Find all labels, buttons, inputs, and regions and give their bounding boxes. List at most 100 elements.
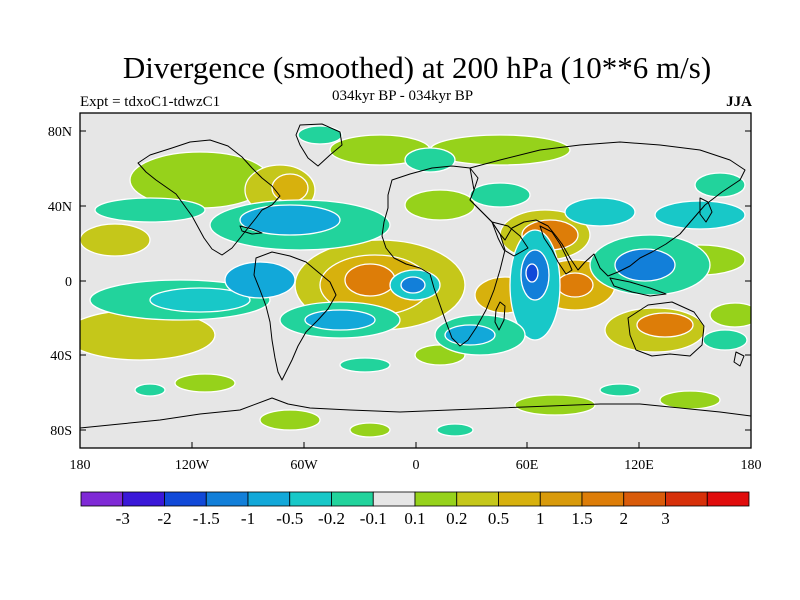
colorbar-label: 1 (536, 509, 545, 528)
lat-label: 80S (50, 424, 72, 439)
colorbar-label: -2 (157, 509, 171, 528)
field-region (444, 324, 496, 346)
colorbar-swatch (80, 491, 124, 507)
coastline (239, 225, 263, 235)
colorbar: -3 -2 -1.5 -1 -0.5 -0.2 -0.1 0.1 0.2 0.5 1 1.5 2 3 (80, 491, 750, 528)
field-region (400, 276, 426, 294)
lon-label: 0 (413, 458, 420, 473)
map-plot-area (79, 112, 752, 449)
lon-label: 180 (70, 458, 91, 473)
lon-ticks (79, 442, 752, 448)
lat-label: 40N (48, 200, 72, 215)
colorbar-swatches (80, 491, 750, 507)
coastline (494, 301, 506, 331)
field-region (599, 383, 641, 397)
coastline (469, 141, 746, 277)
field-region (271, 173, 309, 203)
lat-label: 40S (50, 349, 72, 364)
coastline (609, 277, 667, 297)
colorbar-swatch (289, 491, 332, 507)
field-region (149, 287, 251, 313)
coastline (733, 351, 745, 367)
field-region (297, 125, 343, 145)
lon-label: 120E (624, 458, 654, 473)
colorbar-swatch (372, 491, 416, 507)
lon-label: 60W (290, 458, 318, 473)
field-region (259, 409, 321, 431)
coastline (539, 225, 573, 275)
field-region (224, 261, 296, 299)
colorbar-label: 3 (661, 509, 670, 528)
coastline (699, 197, 713, 223)
coastline (381, 165, 506, 347)
field-region (436, 423, 474, 437)
field-region (80, 223, 151, 257)
field-region (349, 422, 391, 438)
lat-label: 80N (48, 125, 72, 140)
colorbar-swatch (623, 491, 666, 507)
coastline (253, 251, 337, 381)
field-region (564, 197, 636, 227)
field-region (614, 248, 676, 282)
colorbar-label: 0.5 (488, 509, 509, 528)
field-region (514, 394, 596, 416)
field-region (239, 204, 341, 236)
field-region (469, 182, 531, 208)
colorbar-swatch (205, 491, 249, 507)
lon-label: 120W (175, 458, 210, 473)
colorbar-label: 1.5 (571, 509, 592, 528)
colorbar-label: -3 (116, 509, 130, 528)
colorbar-label: 0.2 (446, 509, 467, 528)
colorbar-swatch (122, 491, 165, 507)
field-region (525, 263, 539, 283)
colorbar-label: 0.1 (404, 509, 425, 528)
colorbar-swatch (539, 491, 583, 507)
field-region (94, 197, 206, 223)
colorbar-swatch (414, 491, 458, 507)
colorbar-label: -1.5 (193, 509, 220, 528)
field-region (709, 302, 751, 328)
colorbar-labels: -3 -2 -1.5 -1 -0.5 -0.2 -0.1 0.1 0.2 0.5 1 1.5 2 3 (116, 509, 670, 528)
coastline (80, 397, 751, 429)
lon-label: 60E (516, 458, 539, 473)
colorbar-swatch (331, 491, 374, 507)
field-region (556, 272, 594, 298)
field-region (344, 263, 396, 297)
colorbar-swatch (456, 491, 499, 507)
field-region (404, 147, 456, 173)
field-region (636, 312, 694, 338)
coastline (137, 139, 281, 256)
period-label: 034kyr BP - 034kyr BP (332, 88, 474, 104)
field-region (404, 189, 476, 221)
colorbar-swatch (247, 491, 291, 507)
lat-ticks (80, 130, 751, 431)
divergence-field (80, 125, 751, 438)
field-region (659, 390, 721, 410)
field-region (339, 357, 391, 373)
field-region (134, 383, 166, 397)
colorbar-label: -0.1 (360, 509, 387, 528)
experiment-label: Expt = tdxoC1-tdwzC1 (80, 94, 221, 110)
colorbar-swatch (164, 491, 207, 507)
field-region (702, 329, 748, 351)
field-region (304, 309, 376, 331)
colorbar-swatch (706, 491, 750, 507)
colorbar-label: -1 (241, 509, 255, 528)
map-title: Divergence (smoothed) at 200 hPa (10**6 … (122, 50, 712, 85)
lat-label: 0 (65, 275, 72, 290)
colorbar-label: -0.5 (276, 509, 303, 528)
season-label: JJA (726, 94, 752, 110)
lon-labels: 180 120W 60W 0 60E 120E 180 (70, 458, 762, 473)
field-region (174, 373, 236, 393)
colorbar-label: 2 (620, 509, 629, 528)
colorbar-swatch (581, 491, 625, 507)
coastline (491, 221, 529, 257)
lat-labels: 80N 40N 0 40S 80S (48, 125, 72, 439)
colorbar-swatch (498, 491, 541, 507)
lon-label: 180 (741, 458, 762, 473)
coastline (627, 301, 705, 357)
coastlines (80, 123, 751, 429)
colorbar-label: -0.2 (318, 509, 345, 528)
coastline (295, 123, 343, 167)
